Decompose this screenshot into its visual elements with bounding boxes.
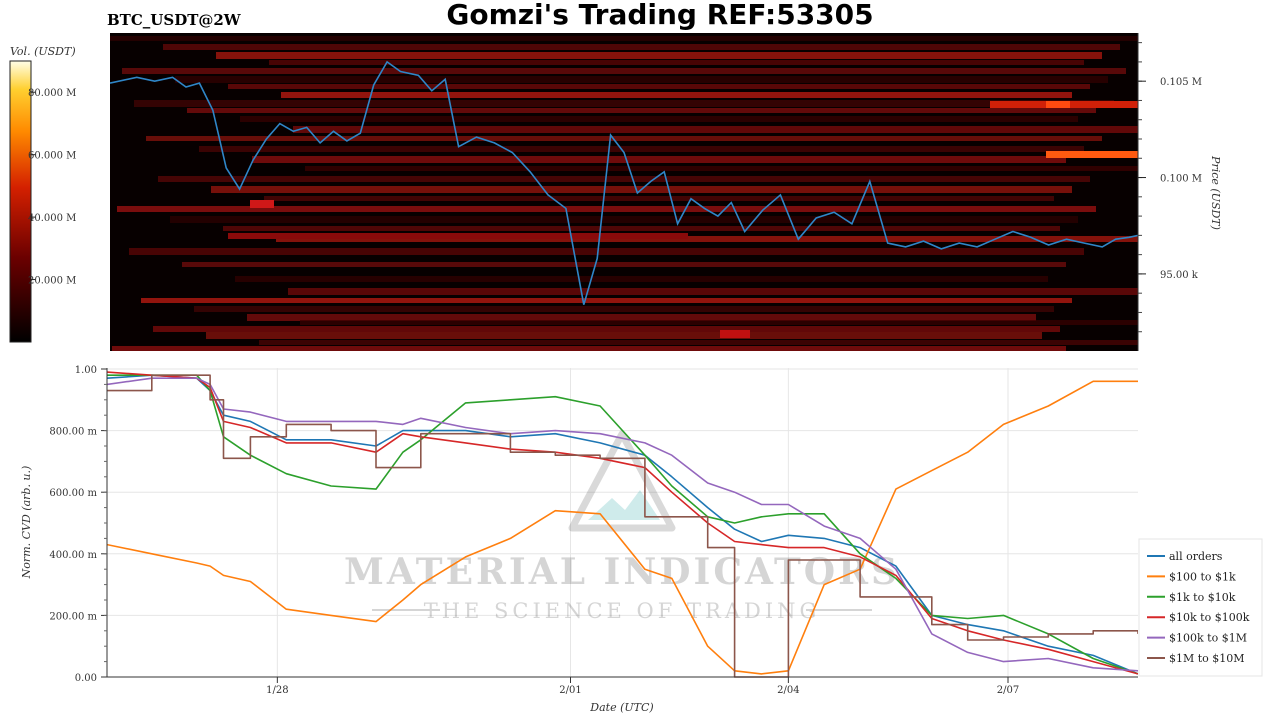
watermark-mountain-icon: [588, 490, 660, 520]
heatmap-band: [288, 288, 1138, 295]
watermark-tagline: THE SCIENCE OF TRADING: [424, 599, 821, 623]
heatmap-band: [228, 84, 1090, 89]
heatmap-band: [259, 340, 1138, 345]
colorbar-ticks: 20.000 M 40.000 M 60.000 M 80.000 M: [28, 88, 76, 286]
legend-label: $1M to $10M: [1169, 652, 1245, 665]
heatmap-band: [235, 276, 1048, 282]
y-tick-label: 600.00 m: [49, 488, 97, 499]
heatmap-band: [293, 126, 1138, 133]
legend-label: $100k to $1M: [1169, 632, 1247, 645]
watermark: MATERIAL INDICATORS THE SCIENCE OF TRADI…: [344, 430, 900, 623]
heatmap-band: [122, 68, 1126, 74]
colorbar-label: Vol. (USDT): [10, 45, 76, 58]
x-tick-label: 2/07: [997, 685, 1019, 696]
series-line-r100-1k: [107, 380, 1138, 675]
x-tick-label: 1/28: [266, 685, 288, 696]
heatmap-band: [240, 116, 1078, 122]
heatmap-band: [305, 166, 1138, 171]
price-axis-label: Price (USDT): [1209, 155, 1222, 230]
heatmap-band: [153, 326, 1060, 332]
heatmap-band: [216, 52, 1102, 59]
heatmap-band: [163, 44, 1120, 50]
cvd-x-ticks: 1/28 2/01 2/04 2/07: [266, 677, 1019, 696]
heatmap-band: [269, 60, 1084, 65]
heatmap-band: [182, 262, 1066, 267]
heatmap-band: [199, 146, 1084, 152]
colorbar-tick-label: 40.000 M: [28, 213, 76, 224]
series-line-r1k-10k: [107, 374, 1138, 675]
heatmap-band: [170, 216, 1078, 223]
heatmap-band: [117, 206, 1096, 212]
heatmap-hotspot: [1046, 101, 1070, 108]
legend-box: [1138, 538, 1263, 677]
heatmap-band: [223, 226, 1060, 231]
heatmap-band: [187, 108, 1096, 113]
heatmap-band: [194, 306, 1054, 312]
colorbar-tick-label: 60.000 M: [28, 151, 76, 162]
y-tick-label: 200.00 m: [49, 611, 97, 622]
heatmap-band: [247, 314, 1036, 321]
symbol-label: BTC_USDT@2W: [107, 11, 242, 29]
legend-label: $10k to $100k: [1169, 611, 1250, 624]
heatmap-band: [264, 196, 1054, 201]
heatmap-hotspot: [720, 330, 750, 338]
price-tick-label: 95.00 k: [1160, 270, 1199, 281]
cvd-y-ticks: 0.00 200.00 m 400.00 m 600.00 m 800.00 m 1.00: [49, 365, 107, 684]
heatmap-band: [112, 346, 1066, 351]
heatmap-band: [252, 156, 1066, 163]
date-axis-label: Date (UTC): [589, 701, 653, 714]
colorbar-tick-label: 80.000 M: [28, 88, 76, 99]
heatmap-band: [276, 236, 1138, 242]
legend-label: $100 to $1k: [1169, 570, 1236, 583]
heatmap-band: [175, 76, 1108, 83]
y-tick-label: 400.00 m: [49, 550, 97, 561]
heatmap-band: [134, 100, 1114, 107]
price-tick-label: 0.100 M: [1160, 174, 1202, 185]
heatmap-hotspot: [250, 200, 274, 208]
y-tick-label: 800.00 m: [49, 427, 97, 438]
chart-title: Gomzi's Trading REF:53305: [446, 0, 873, 31]
heatmap-band: [300, 320, 1138, 325]
x-tick-label: 2/04: [777, 685, 799, 696]
heatmap-band: [206, 332, 1042, 339]
colorbar: [9, 60, 32, 343]
series-line-all-orders: [107, 374, 1138, 675]
heatmap-hotspot: [1046, 151, 1138, 158]
price-tick-label: 0.105 M: [1160, 77, 1202, 88]
price-axis: 95.00 k 0.100 M 0.105 M: [1137, 33, 1202, 351]
heatmap-band: [146, 136, 1102, 141]
cvd-axis-label: Norm. CVD (arb. u.): [20, 466, 33, 580]
series-line-r100k-1m: [107, 377, 1138, 672]
legend: all orders $100 to $1k $1k to $10k $10k to …: [1138, 538, 1263, 677]
cvd-series: [107, 371, 1138, 678]
colorbar-tick-label: 20.000 M: [28, 276, 76, 287]
legend-label: all orders: [1169, 550, 1223, 563]
heatmap-band: [228, 233, 688, 239]
heatmap-band: [129, 248, 1084, 255]
heatmap-band: [141, 298, 1072, 303]
y-tick-label: 1.00: [75, 365, 97, 376]
watermark-brand: MATERIAL INDICATORS: [344, 551, 900, 593]
series-line-r10k-100k: [107, 371, 1138, 675]
series-line-r1m-10m: [107, 374, 1138, 678]
heatmap-band: [158, 176, 1090, 182]
price-line: [110, 60, 1138, 305]
y-tick-label: 0.00: [75, 673, 97, 684]
legend-label: $1k to $10k: [1169, 591, 1236, 604]
heatmap-band: [281, 92, 1072, 98]
watermark-logo-icon: [568, 430, 676, 532]
x-tick-label: 2/01: [559, 685, 581, 696]
heatmap-band: [110, 36, 1138, 41]
